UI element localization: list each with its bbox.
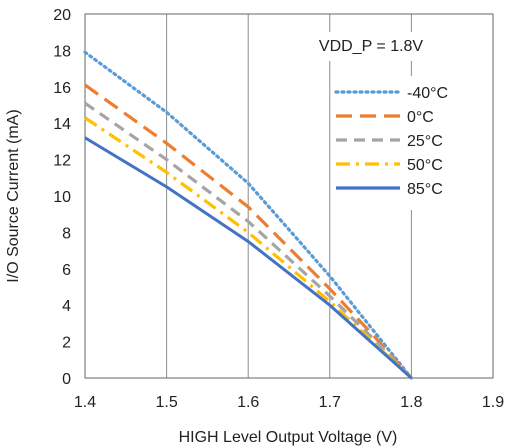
- y-tick-label: 20: [53, 7, 71, 24]
- y-tick-label: 18: [53, 43, 71, 60]
- x-axis-label: HIGH Level Output Voltage (V): [179, 429, 398, 446]
- series-line: [84, 116, 413, 380]
- legend: -40°C 0°C 25°C 50°C 85°C: [293, 32, 468, 210]
- y-tick-label: 2: [62, 335, 71, 352]
- y-tick-label: 4: [62, 298, 71, 315]
- plot-border: [84, 13, 494, 379]
- axes: [84, 13, 494, 379]
- y-tick-label: 12: [53, 153, 71, 170]
- legend-label: 25°C: [407, 133, 443, 150]
- x-tick-label: 1.6: [237, 394, 259, 411]
- y-tick-label: 0: [62, 371, 71, 388]
- series-line: [84, 83, 413, 380]
- series-line: [84, 101, 413, 380]
- series-line: [84, 136, 413, 380]
- x-tick-label: 1.7: [319, 394, 341, 411]
- y-tick-label: 6: [62, 262, 71, 279]
- series-line: [83, 50, 413, 380]
- annotation-background: [293, 32, 458, 61]
- series-lines: [83, 50, 413, 380]
- x-tick-label: 1.4: [74, 394, 96, 411]
- y-tick-label: 8: [62, 225, 71, 242]
- y-tick-label: 10: [53, 189, 71, 206]
- y-tick-label: 14: [53, 116, 71, 133]
- legend-label: -40°C: [407, 85, 448, 102]
- annotation-vdd: VDD_P = 1.8V: [319, 38, 424, 55]
- x-tick-label: 1.5: [155, 394, 177, 411]
- legend-label: 50°C: [407, 157, 443, 174]
- y-axis-label: I/O Source Current (mA): [5, 109, 22, 282]
- x-tick-label: 1.8: [400, 394, 422, 411]
- x-tick-label: 1.9: [482, 394, 504, 411]
- legend-label: 0°C: [407, 109, 434, 126]
- tick-labels: 1.4 1.5 1.6 1.7 1.8 1.9 0 2 4 6 8 10 12 14 16 18 20: [53, 7, 504, 411]
- y-tick-label: 16: [53, 80, 71, 97]
- legend-label: 85°C: [407, 181, 443, 198]
